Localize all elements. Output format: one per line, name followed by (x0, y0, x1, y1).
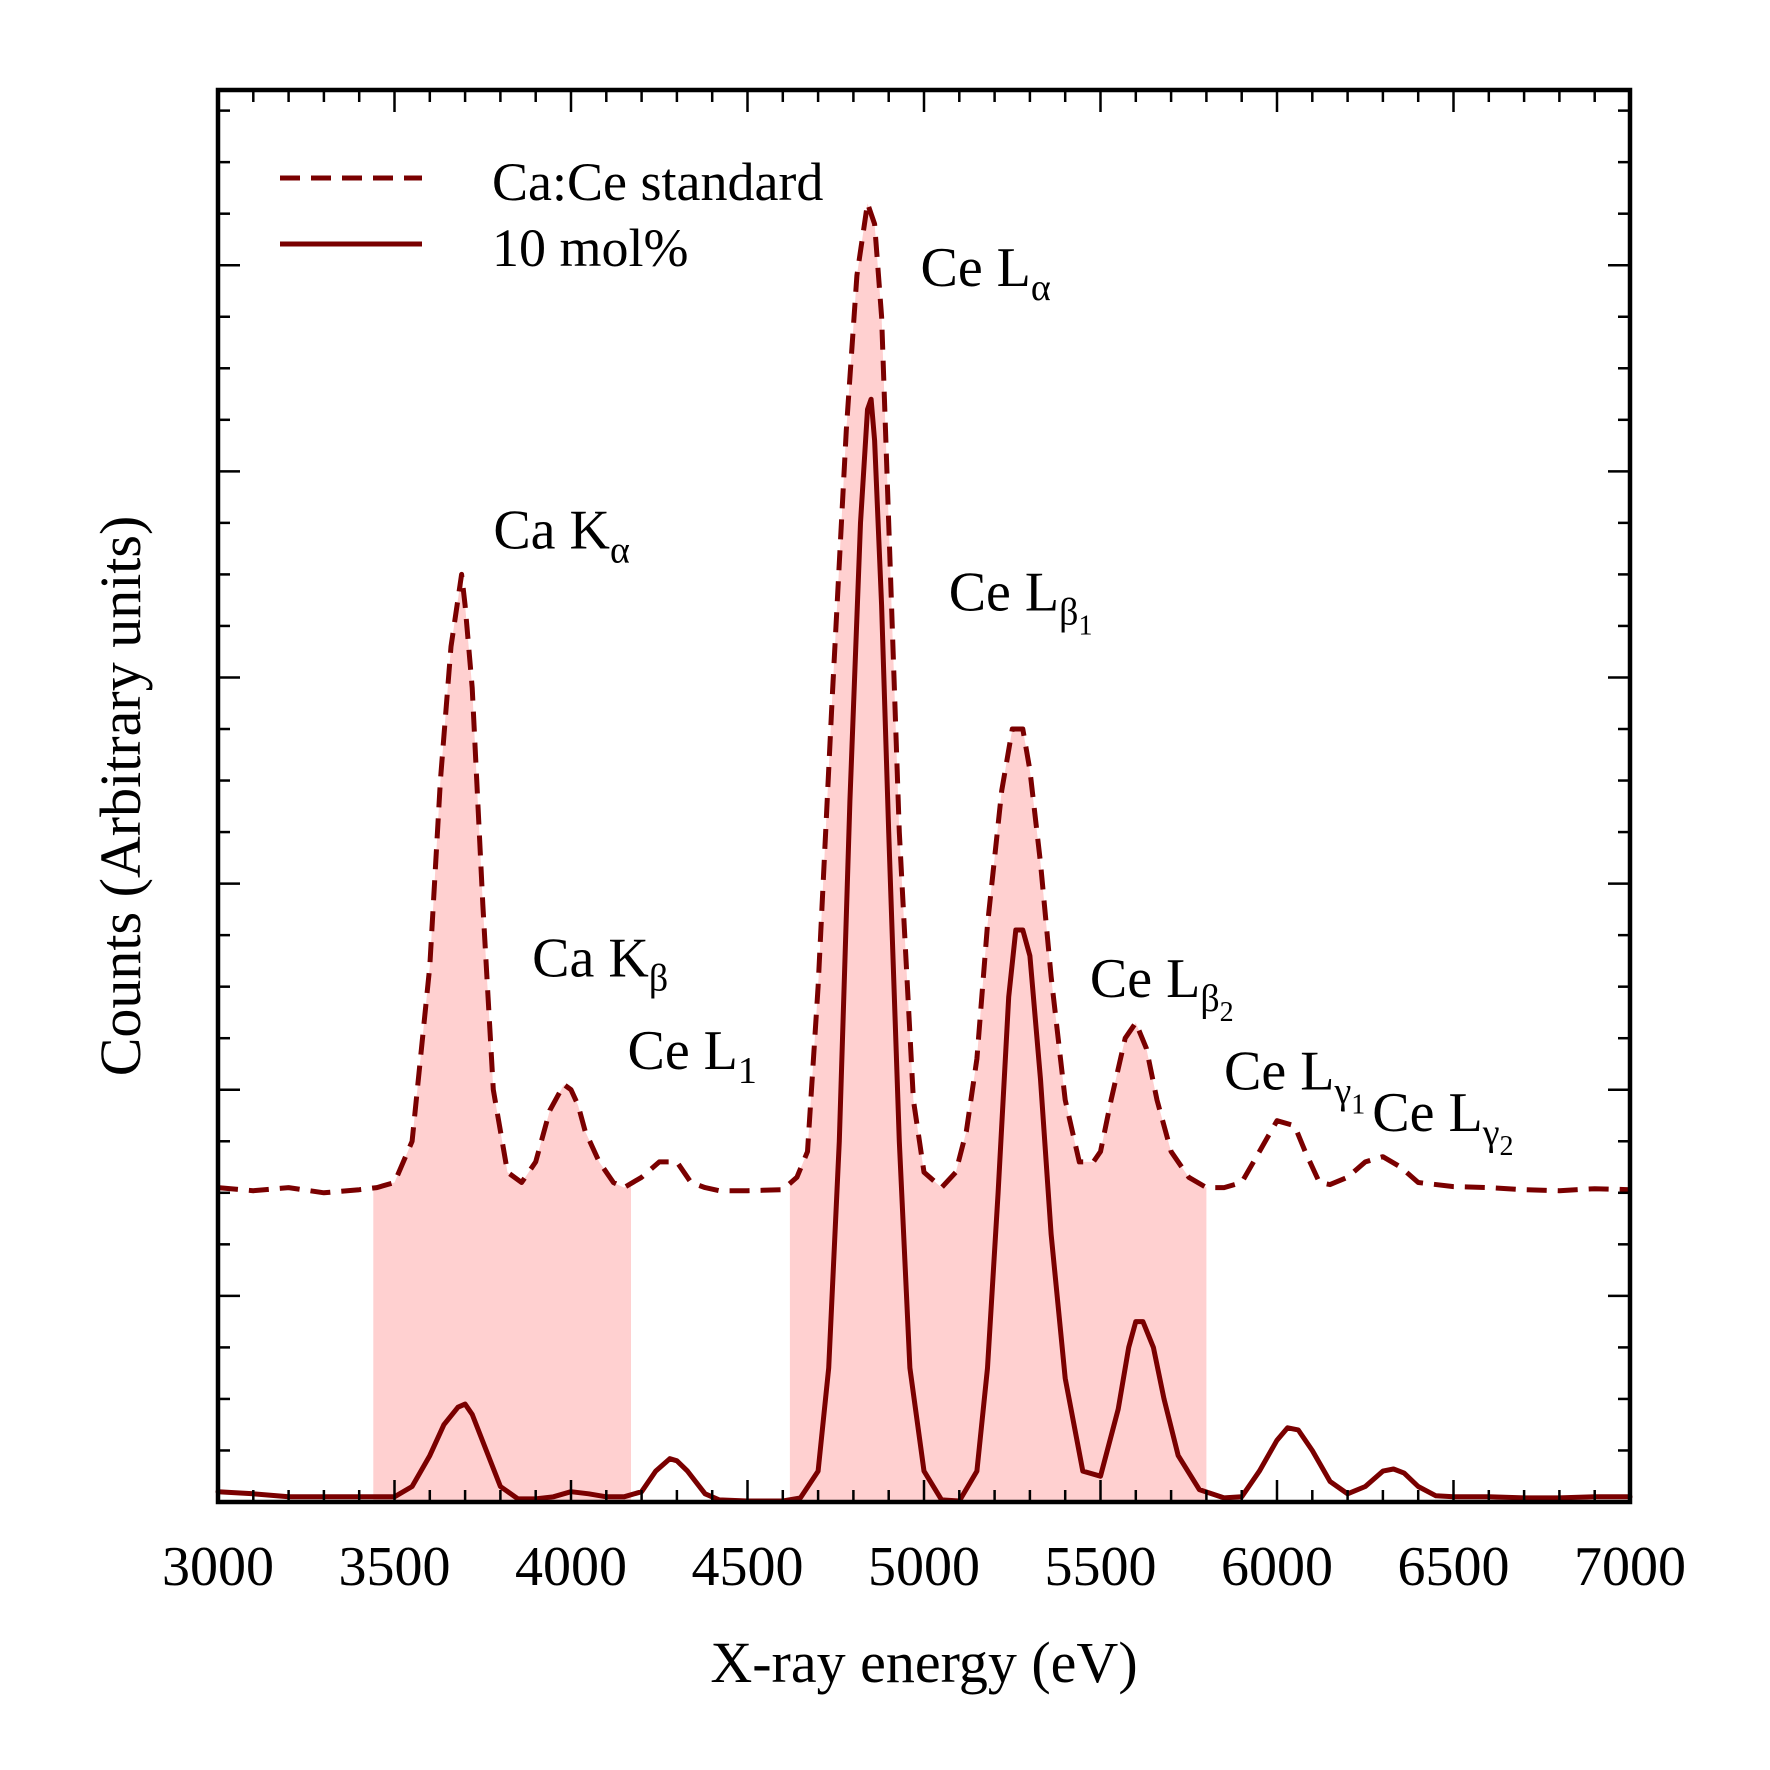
peak-label: Ce Lα (920, 237, 1050, 309)
peak-label: Ce Lγ2 (1372, 1082, 1513, 1162)
x-tick-label: 7000 (1574, 1536, 1686, 1598)
peak-label: Ce Lβ2 (1090, 948, 1234, 1028)
legend-label-standard: Ca:Ce standard (492, 152, 823, 212)
x-tick-label: 4000 (515, 1536, 627, 1598)
peak-label: Ca Kα (493, 500, 630, 572)
x-tick-labels: 3000 3500 4000 4500 5000 5500 6000 6500 7000 (162, 1536, 1686, 1598)
x-tick-label: 3500 (339, 1536, 451, 1598)
shaded-region-1 (789, 203, 1207, 1502)
series-lines (215, 200, 1633, 1504)
legend: Ca:Ce standard 10 mol% (280, 152, 823, 278)
series-line-standard (217, 200, 1631, 1196)
y-axis-label: Counts (Arbitrary units) (88, 516, 153, 1077)
legend-label-10mol: 10 mol% (492, 218, 689, 278)
shaded-regions (373, 203, 1207, 1502)
x-tick-label: 5000 (868, 1536, 980, 1598)
series-line-10mol (215, 396, 1633, 1504)
x-axis-label: X-ray energy (eV) (710, 1630, 1137, 1695)
x-tick-label: 6000 (1221, 1536, 1333, 1598)
axis-ticks (216, 90, 1632, 1504)
x-tick-label: 6500 (1398, 1536, 1510, 1598)
x-tick-label: 4500 (692, 1536, 804, 1598)
x-tick-label: 5500 (1045, 1536, 1157, 1598)
peak-label: Ce Lβ1 (949, 561, 1093, 641)
peak-label: Ce Lγ1 (1224, 1041, 1365, 1121)
peak-label: Ca Kβ (532, 927, 668, 999)
peak-label: Ce L1 (627, 1020, 756, 1092)
peak-annotations: Ca Kα Ca Kβ Ce L1 Ce Lα Ce Lβ1 Ce Lβ2 Ce Lγ1 Ce… (493, 237, 1513, 1162)
shaded-region-0 (373, 574, 631, 1502)
x-tick-label: 3000 (162, 1536, 274, 1598)
